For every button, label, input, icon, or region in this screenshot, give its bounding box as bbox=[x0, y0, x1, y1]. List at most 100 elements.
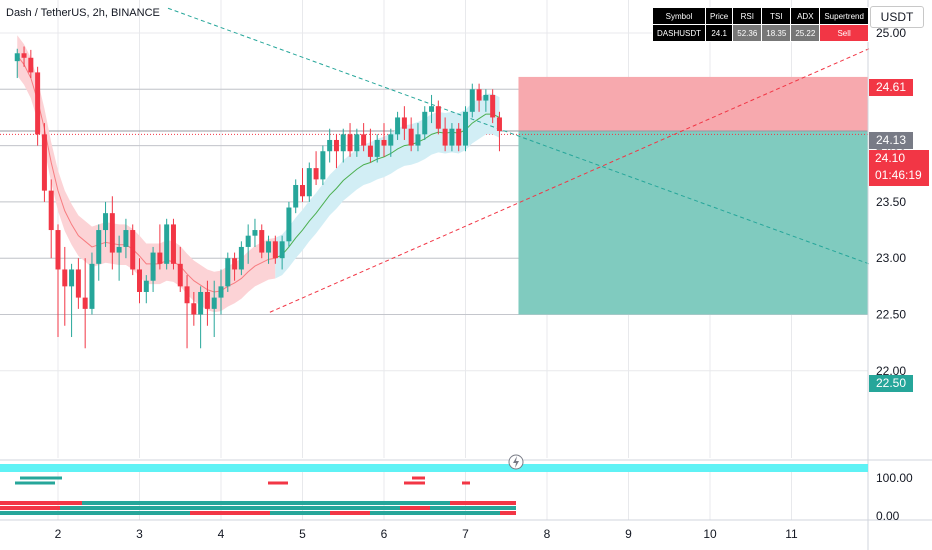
histogram-row bbox=[0, 501, 516, 505]
candle-body bbox=[401, 117, 407, 129]
candle-body bbox=[259, 230, 265, 253]
table-cell-rsi: 52.36 bbox=[732, 24, 763, 42]
candle-body bbox=[55, 230, 61, 270]
candle-body bbox=[123, 230, 129, 247]
candle-body bbox=[449, 128, 455, 146]
time-axis-label: 10 bbox=[703, 527, 717, 541]
candle-body bbox=[157, 252, 163, 264]
candle-body bbox=[109, 213, 115, 253]
candle-body bbox=[170, 224, 176, 264]
candle-body bbox=[490, 94, 496, 118]
candle-body bbox=[211, 297, 217, 309]
candle-body bbox=[422, 111, 428, 135]
candle-body bbox=[184, 286, 190, 304]
table-cell-symbol: DASHUSDT bbox=[651, 24, 707, 42]
sub-axis-label: 100.00 bbox=[876, 471, 913, 485]
candle-body bbox=[367, 145, 373, 157]
price-axis-label: 22.00 bbox=[876, 364, 906, 378]
candle-body bbox=[388, 134, 394, 146]
candle-body bbox=[279, 241, 285, 259]
table-header-rsi: RSI bbox=[732, 7, 763, 25]
histogram-segment-down bbox=[450, 501, 516, 505]
candle-body bbox=[130, 230, 136, 270]
candle-body bbox=[476, 89, 482, 101]
candle-body bbox=[415, 134, 421, 146]
time-axis-label: 6 bbox=[381, 527, 388, 541]
cyan-indicator-bar bbox=[0, 464, 868, 472]
last-price-tag: 24.10 01:46:19 bbox=[869, 150, 929, 186]
candle-body bbox=[347, 134, 353, 152]
ema-line-bearish bbox=[16, 55, 276, 293]
candle-body bbox=[463, 111, 468, 146]
candle-body bbox=[496, 117, 502, 131]
candle-body bbox=[177, 263, 183, 287]
currency-selector[interactable]: USDT bbox=[870, 6, 924, 28]
table-cell-tsi: 18.35 bbox=[761, 24, 792, 42]
time-axis-label: 3 bbox=[136, 527, 143, 541]
candle-body bbox=[21, 53, 27, 58]
candle-body bbox=[82, 297, 88, 309]
table-header-price: Price bbox=[705, 7, 734, 25]
candle-body bbox=[408, 128, 414, 146]
candle-body bbox=[137, 269, 142, 292]
candle-body bbox=[340, 134, 346, 152]
sub-axis-label: 0.00 bbox=[876, 509, 900, 523]
candle-body bbox=[456, 128, 462, 146]
histogram-segment-down bbox=[330, 511, 370, 515]
histogram-segment-down bbox=[190, 511, 270, 515]
table-header-adx: ADX bbox=[790, 7, 821, 25]
time-axis-label: 8 bbox=[544, 527, 551, 541]
candle-body bbox=[62, 269, 68, 287]
candle-body bbox=[143, 280, 149, 292]
candle-body bbox=[374, 139, 380, 157]
candle-body bbox=[327, 139, 333, 152]
candle-body bbox=[14, 53, 20, 62]
candle-body bbox=[300, 185, 305, 197]
candle-body bbox=[286, 207, 292, 242]
candle-body bbox=[89, 263, 95, 309]
bar-countdown: 01:46:19 bbox=[875, 168, 922, 182]
candle-body bbox=[320, 151, 326, 180]
candle-body bbox=[395, 117, 401, 135]
candle-body bbox=[266, 241, 272, 253]
indicator-table: Symbol Price RSI TSI ADX Supertrend DASH… bbox=[651, 7, 869, 42]
candle-body bbox=[272, 241, 278, 259]
table-cell-price: 24.1 bbox=[705, 24, 734, 42]
candle-body bbox=[28, 57, 34, 73]
last-price-value: 24.10 bbox=[875, 151, 906, 165]
time-axis-label: 7 bbox=[462, 527, 469, 541]
candle-body bbox=[41, 134, 47, 191]
price-axis-label: 25.00 bbox=[876, 26, 906, 40]
candle-body bbox=[306, 168, 312, 197]
chart-title: Dash / TetherUS, 2h, BINANCE bbox=[6, 7, 160, 19]
candle-body bbox=[469, 89, 475, 112]
histogram-segment-down bbox=[0, 501, 82, 505]
candle-body bbox=[116, 246, 122, 253]
candle-body bbox=[252, 230, 258, 236]
table-header-symbol: Symbol bbox=[651, 7, 707, 25]
candle-body bbox=[103, 213, 109, 231]
time-axis-label: 5 bbox=[299, 527, 306, 541]
candle-body bbox=[204, 291, 210, 309]
candle-body bbox=[313, 168, 319, 180]
table-header-tsi: TSI bbox=[761, 7, 792, 25]
table-cell-supertrend: Sell bbox=[819, 24, 869, 42]
price-axis-label: 23.50 bbox=[876, 195, 906, 209]
candle-body bbox=[442, 128, 448, 146]
candle-body bbox=[69, 269, 75, 287]
candle-body bbox=[354, 134, 360, 152]
entry-price-tag: 24.13 bbox=[869, 132, 913, 149]
table-header-supertrend: Supertrend bbox=[819, 7, 869, 25]
candle-body bbox=[238, 246, 244, 270]
target-price-tag: 22.50 bbox=[869, 375, 913, 392]
stop-loss-zone bbox=[518, 76, 868, 131]
time-axis-label: 11 bbox=[785, 527, 798, 541]
candle-body bbox=[96, 230, 102, 264]
candle-body bbox=[232, 258, 238, 270]
time-axis-label: 9 bbox=[625, 527, 632, 541]
price-axis-label: 23.00 bbox=[876, 251, 906, 265]
candle-body bbox=[225, 258, 231, 287]
price-axis-label: 22.50 bbox=[876, 308, 906, 322]
candle-body bbox=[381, 139, 387, 146]
